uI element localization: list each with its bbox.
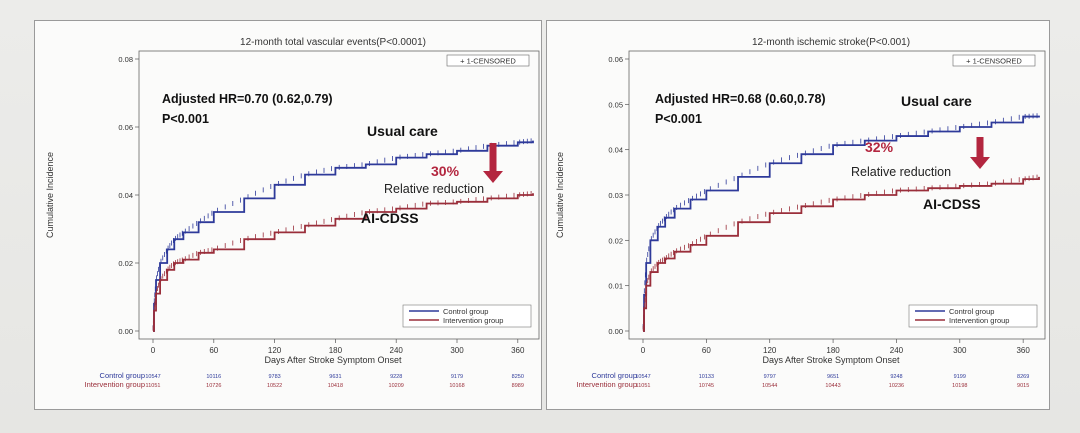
- risk-table-row-label: Intervention group: [577, 380, 637, 389]
- x-tick-label: 120: [268, 346, 282, 355]
- usual-care-label: Usual care: [901, 93, 972, 109]
- y-tick-label: 0.02: [118, 259, 133, 268]
- x-tick-label: 0: [151, 346, 156, 355]
- y-tick-label: 0.01: [608, 282, 623, 291]
- legend-entry: Control group: [443, 307, 488, 316]
- y-tick-label: 0.03: [608, 191, 623, 200]
- usual-care-label: Usual care: [367, 123, 438, 139]
- x-tick-label: 360: [511, 346, 525, 355]
- risk-table-row-label: Intervention group: [85, 380, 145, 389]
- chart-panel-ischemic-stroke: 12-month ischemic stroke(P<0.001) + 1-CEN…: [546, 20, 1050, 410]
- risk-table-cell: 9248: [890, 374, 902, 380]
- risk-table-cell: 10547: [145, 374, 160, 380]
- censored-legend-box: [446, 54, 530, 67]
- risk-table-cell: 8269: [1017, 374, 1029, 380]
- x-tick-label: 120: [763, 346, 777, 355]
- intervention-group-curve: [153, 193, 534, 332]
- relative-reduction-label: Relative reduction: [851, 165, 951, 179]
- reduction-percent: 30%: [431, 163, 460, 179]
- x-tick-label: 180: [826, 346, 840, 355]
- x-tick-label: 60: [702, 346, 711, 355]
- p-value-annotation: P<0.001: [655, 112, 702, 126]
- chart-title: 12-month ischemic stroke(P<0.001): [752, 37, 910, 48]
- chart-panel-vascular-events: 12-month total vascular events(P<0.0001)…: [34, 20, 542, 410]
- reduction-arrow-head: [970, 157, 990, 169]
- x-axis-label: Days After Stroke Symptom Onset: [762, 355, 900, 365]
- reduction-percent: 32%: [865, 139, 894, 155]
- risk-table-cell: 9199: [954, 374, 966, 380]
- y-tick-label: 0.04: [608, 146, 623, 155]
- x-axis-label: Days After Stroke Symptom Onset: [264, 355, 402, 365]
- hr-annotation: Adjusted HR=0.70 (0.62,0.79): [162, 92, 333, 106]
- hr-annotation: Adjusted HR=0.68 (0.60,0.78): [655, 92, 826, 106]
- km-chart-ischemic-stroke: 12-month ischemic stroke(P<0.001) + 1-CEN…: [555, 37, 1046, 389]
- risk-table-cell: 9631: [329, 374, 341, 380]
- x-tick-label: 360: [1016, 346, 1030, 355]
- risk-table-cell: 9797: [764, 374, 776, 380]
- risk-table-cell: 9651: [827, 374, 839, 380]
- y-tick-label: 0.00: [608, 327, 623, 336]
- risk-table-cell: 10168: [449, 383, 464, 389]
- risk-table-cell: 9228: [390, 374, 402, 380]
- relative-reduction-label: Relative reduction: [384, 182, 484, 196]
- y-tick-label: 0.02: [608, 236, 623, 245]
- risk-table-cell: 10522: [267, 383, 282, 389]
- ai-cdss-label: AI-CDSS: [361, 210, 419, 226]
- x-tick-label: 60: [209, 346, 218, 355]
- risk-table-cell: 9015: [1017, 383, 1029, 389]
- y-axis-label: Cumulative Incidence: [45, 152, 55, 238]
- control-group-curve: [643, 115, 1040, 332]
- y-tick-label: 0.05: [608, 100, 623, 109]
- y-tick-label: 0.06: [118, 123, 133, 132]
- risk-table-cell: 10116: [206, 374, 221, 380]
- legend-entry: Control group: [949, 307, 994, 316]
- risk-table-cell: 10209: [389, 383, 404, 389]
- x-tick-label: 240: [890, 346, 904, 355]
- risk-table-cell: 10745: [699, 383, 714, 389]
- risk-table-cell: 10236: [889, 383, 904, 389]
- reduction-arrow-shaft: [976, 137, 984, 159]
- risk-table-row-label: Control group: [100, 371, 145, 380]
- censored-legend-box: [952, 54, 1036, 67]
- risk-table-cell: 10726: [206, 383, 221, 389]
- legend-entry: Intervention group: [443, 316, 503, 325]
- x-tick-label: 180: [329, 346, 343, 355]
- risk-table-cell: 8250: [512, 374, 524, 380]
- control-group-curve: [153, 140, 534, 332]
- censored-legend-label: + 1-CENSORED: [460, 57, 516, 66]
- legend-entry: Intervention group: [949, 316, 1009, 325]
- y-tick-label: 0.04: [118, 191, 133, 200]
- km-chart-vascular-events: 12-month total vascular events(P<0.0001)…: [45, 37, 540, 389]
- y-axis-label: Cumulative Incidence: [555, 152, 565, 238]
- y-tick-label: 0.06: [608, 55, 623, 64]
- censored-legend-label: + 1-CENSORED: [966, 57, 1022, 66]
- y-tick-label: 0.08: [118, 55, 133, 64]
- x-tick-label: 300: [450, 346, 464, 355]
- risk-table-cell: 10418: [328, 383, 343, 389]
- risk-table-row-label: Control group: [592, 371, 637, 380]
- reduction-arrow-shaft: [489, 143, 497, 173]
- risk-table-cell: 9179: [451, 374, 463, 380]
- risk-table-cell: 10443: [825, 383, 840, 389]
- ai-cdss-label: AI-CDSS: [923, 196, 981, 212]
- x-tick-label: 0: [641, 346, 646, 355]
- chart-title: 12-month total vascular events(P<0.0001): [240, 37, 426, 48]
- risk-table-cell: 10544: [762, 383, 777, 389]
- risk-table-cell: 10198: [952, 383, 967, 389]
- reduction-arrow-head: [483, 171, 503, 183]
- x-tick-label: 300: [953, 346, 967, 355]
- x-tick-label: 240: [390, 346, 404, 355]
- risk-table-cell: 9783: [268, 374, 280, 380]
- y-tick-label: 0.00: [118, 327, 133, 336]
- risk-table-cell: 10547: [635, 374, 650, 380]
- intervention-group-curve: [643, 176, 1040, 332]
- p-value-annotation: P<0.001: [162, 112, 209, 126]
- risk-table-cell: 11051: [146, 383, 161, 389]
- risk-table-cell: 11051: [636, 383, 651, 389]
- risk-table-cell: 8989: [512, 383, 524, 389]
- risk-table-cell: 10133: [699, 374, 714, 380]
